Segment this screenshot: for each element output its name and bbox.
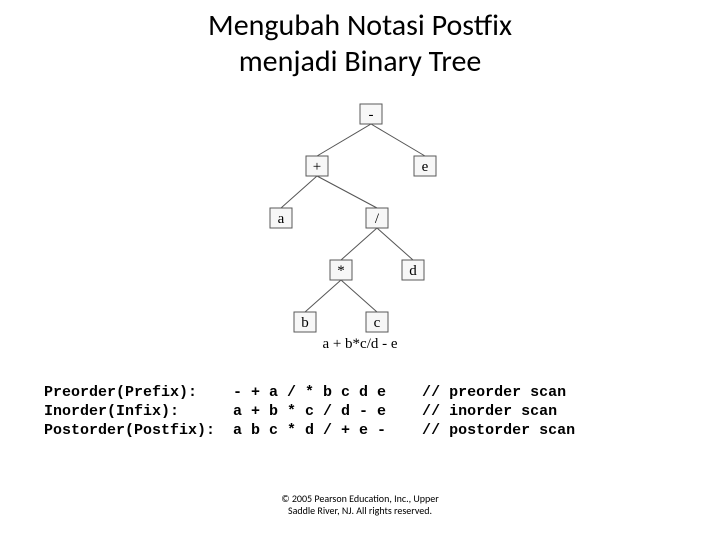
tree-edge bbox=[317, 124, 371, 156]
svg-text:+: + bbox=[313, 159, 321, 175]
svg-text:*: * bbox=[337, 263, 345, 279]
tree-node-root_minus: - bbox=[360, 104, 382, 124]
slide-title: Mengubah Notasi Postfix menjadi Binary T… bbox=[0, 8, 720, 80]
traversal-code-block: Preorder(Prefix): - + a / * b c d e // p… bbox=[44, 384, 575, 440]
code-line-3: Postorder(Postfix): a b c * d / + e - //… bbox=[44, 422, 575, 439]
slide: Mengubah Notasi Postfix menjadi Binary T… bbox=[0, 0, 720, 540]
title-line-2: menjadi Binary Tree bbox=[239, 43, 482, 80]
tree-node-d: d bbox=[402, 260, 424, 280]
svg-text:a: a bbox=[278, 211, 285, 227]
tree-node-div: / bbox=[366, 208, 388, 228]
tree-edge bbox=[305, 280, 341, 312]
tree-edge bbox=[281, 176, 317, 208]
tree-edge bbox=[371, 124, 425, 156]
tree-node-c: c bbox=[366, 312, 388, 332]
svg-text:c: c bbox=[374, 315, 381, 331]
tree-expression: a + b*c/d - e bbox=[322, 336, 397, 352]
tree-node-a: a bbox=[270, 208, 292, 228]
svg-text:b: b bbox=[301, 315, 309, 331]
copyright-footer: © 2005 Pearson Education, Inc., Upper Sa… bbox=[0, 493, 720, 516]
tree-node-star: * bbox=[330, 260, 352, 280]
footer-line-2: Saddle River, NJ. All rights reserved. bbox=[288, 504, 432, 517]
tree-edge bbox=[341, 280, 377, 312]
binary-tree-diagram: - + e a / * d b c a + b*c/d - e bbox=[234, 92, 486, 356]
svg-text:e: e bbox=[422, 159, 429, 175]
code-line-2: Inorder(Infix): a + b * c / d - e // ino… bbox=[44, 403, 557, 420]
tree-node-b: b bbox=[294, 312, 316, 332]
title-line-1: Mengubah Notasi Postfix bbox=[208, 7, 512, 44]
tree-edge bbox=[317, 176, 377, 208]
tree-node-e: e bbox=[414, 156, 436, 176]
tree-node-plus: + bbox=[306, 156, 328, 176]
tree-edge bbox=[341, 228, 377, 260]
svg-text:-: - bbox=[369, 107, 374, 123]
tree-edge bbox=[377, 228, 413, 260]
code-line-1: Preorder(Prefix): - + a / * b c d e // p… bbox=[44, 384, 566, 401]
svg-text:d: d bbox=[409, 263, 417, 279]
